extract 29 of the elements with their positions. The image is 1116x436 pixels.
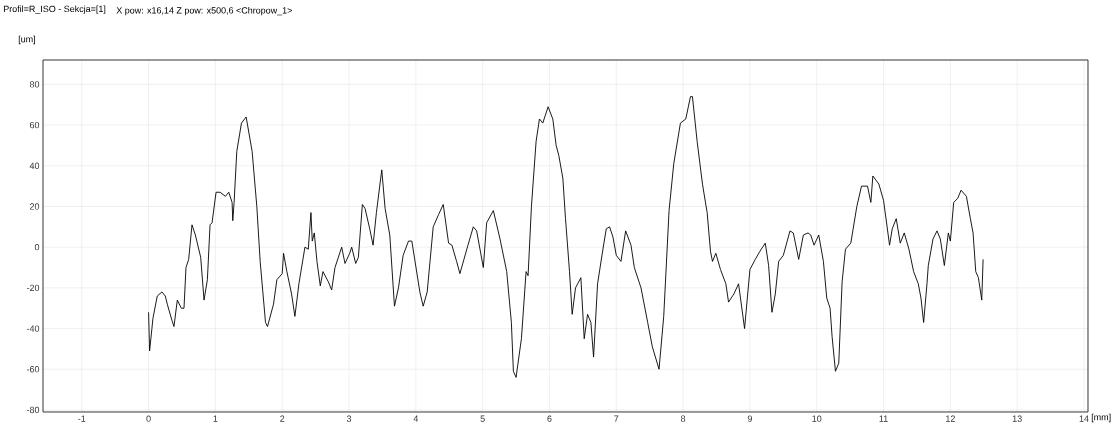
y-tick-label: 0 [34, 244, 40, 251]
y-tick-label: 60 [29, 121, 40, 129]
y-tick-label: 40 [29, 162, 40, 169]
x-tick-label: 5 [480, 415, 485, 422]
x-tick-label: 13 [1012, 415, 1022, 422]
y-tick-label: -60 [26, 366, 40, 373]
x-tick-label: 6 [547, 415, 552, 422]
y-tick-label: -40 [26, 325, 40, 332]
x-tick-label: -1 [78, 415, 86, 422]
x-tick-label: 2 [280, 415, 285, 422]
y-tick-label: 80 [29, 81, 40, 88]
x-tick-label: 12 [946, 415, 955, 422]
x-tick-label: 10 [812, 415, 822, 422]
x-tick-label: 8 [681, 415, 686, 422]
y-tick-label: 20 [29, 203, 40, 210]
x-tick-label: 7 [614, 415, 619, 422]
y-axis-title: [um] [18, 35, 36, 45]
x-tick-label: 14 [1079, 415, 1089, 422]
x-tick-label: 11 [879, 415, 888, 422]
x-tick-label: 0 [146, 415, 151, 422]
x-tick-label: 4 [413, 415, 419, 422]
x-axis-title: [mm] [1091, 413, 1111, 423]
y-tick-label: -80 [26, 406, 40, 414]
y-tick-label: -20 [26, 284, 40, 292]
x-tick-label: 9 [747, 415, 752, 422]
x-tick-label: 3 [346, 415, 352, 422]
x-tick-label: 1 [213, 415, 218, 422]
chart-subtitle: X pow: x16,14 Z pow: x500,6 <Chropow_1> [116, 6, 292, 16]
chart-title: Profil=R_ISO - Sekcja=[1] [3, 5, 106, 14]
